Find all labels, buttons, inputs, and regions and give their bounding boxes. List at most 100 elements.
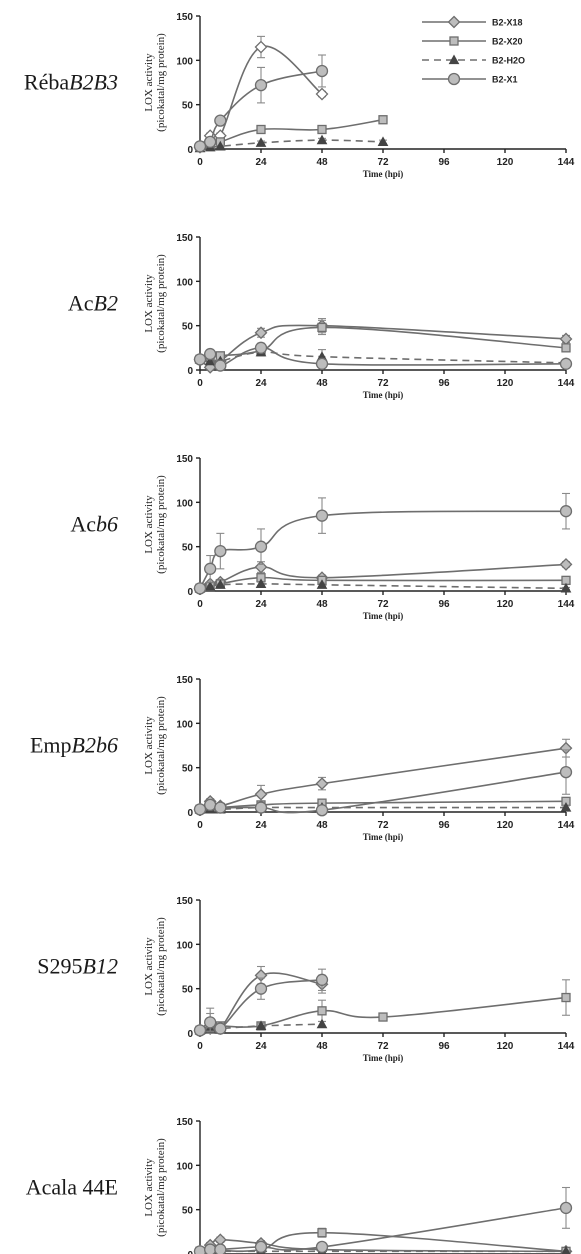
x-tick-label: 144 [558,820,575,831]
x-tick-label: 72 [377,820,389,831]
data-point [317,1006,327,1016]
data-point [204,798,217,812]
x-tick-label: 48 [316,820,328,831]
y-axis-title: (picokatal/mg protein) [155,1138,167,1237]
data-point [255,137,267,147]
data-point [204,135,217,149]
y-tick-label: 50 [182,101,194,112]
data-point [214,801,227,814]
data-point [559,357,573,370]
y-axis-title: LOX activity [143,495,155,554]
y-tick-label: 50 [182,543,194,554]
y-tick-label: 100 [176,498,193,509]
data-point [561,343,571,353]
data-point [559,765,573,779]
data-point [193,582,207,595]
x-axis-title: Time (hpi) [363,1053,404,1063]
data-point [256,124,266,135]
x-tick-label: 48 [316,1041,328,1052]
chart-panel: EmpB2b6 LOX activity (picokatal/mg protein… [30,675,575,842]
legend-marker [448,54,460,65]
y-tick-label: 50 [182,1206,194,1217]
data-point [193,1245,207,1254]
y-tick-label: 150 [176,896,193,907]
series-line [199,1238,567,1253]
data-point [560,802,572,812]
data-point [561,1245,571,1254]
y-axis-title: LOX activity [143,53,155,112]
data-point [377,136,389,147]
y-tick-label: 100 [176,1161,193,1172]
series-line [199,351,567,364]
data-point [254,801,268,814]
cultivar-label: RébaB2B3 [24,70,118,95]
data-point [315,64,329,78]
y-tick-label: 100 [176,940,193,951]
data-point [315,804,329,817]
x-tick-label: 120 [497,1041,514,1052]
data-point [316,579,328,589]
x-tick-label: 96 [438,1041,450,1052]
legend: B2-X18 B2-X20 B2-H2O B2-X1 [422,15,525,86]
series-line [199,139,384,149]
data-point [214,140,226,151]
data-point [204,1243,217,1254]
data-point [254,1240,268,1254]
y-tick-label: 100 [176,719,193,730]
series-line [199,326,567,361]
data-point [214,1022,227,1035]
data-point [255,1020,267,1031]
cultivar-label: Acb6 [70,512,118,537]
series-b2-x1 [193,749,573,817]
x-tick-label: 144 [558,157,575,168]
data-point [315,509,329,522]
x-tick-label: 0 [197,157,203,168]
y-tick-label: 150 [176,1117,193,1128]
series-b2-x1 [193,54,329,153]
data-point [378,115,388,125]
data-point [204,581,216,591]
x-tick-label: 96 [438,599,450,610]
series-b2-x1 [193,968,329,1037]
x-tick-label: 72 [377,1041,389,1052]
data-point [254,540,268,553]
legend-marker [447,72,461,86]
y-axis-title: (picokatal/mg protein) [155,696,167,795]
legend-marker [447,15,461,29]
chart-panel: AcB2 LOX activity (picokatal/mg protein) 0 5… [68,233,575,400]
data-point [378,1012,388,1022]
x-tick-label: 96 [438,157,450,168]
x-tick-label: 96 [438,820,450,831]
x-axis-title: Time (hpi) [363,611,404,621]
data-point [559,557,573,571]
x-tick-label: 0 [197,1041,203,1052]
y-axis-title: (picokatal/mg protein) [155,33,167,132]
x-tick-label: 48 [316,599,328,610]
series-b2-x1 [193,341,573,372]
series-b2-x1 [193,1186,573,1254]
cultivar-label: Acala 44E [26,1175,118,1200]
series-line [199,510,567,589]
x-tick-label: 0 [197,378,203,389]
x-tick-label: 120 [497,820,514,831]
y-tick-label: 0 [187,145,193,156]
y-tick-label: 150 [176,233,193,244]
data-point [559,505,573,518]
data-point [315,1240,329,1254]
series-b2-h2o [194,578,572,593]
x-axis-title: Time (hpi) [363,832,404,842]
x-tick-label: 120 [497,157,514,168]
data-point [561,992,571,1003]
y-tick-label: 50 [182,764,194,775]
data-point [193,1024,207,1037]
data-point [254,341,268,354]
data-point [204,347,217,361]
data-point [315,87,329,101]
legend-label: B2-H2O [492,56,525,66]
data-point [317,322,327,333]
y-axis-title: (picokatal/mg protein) [155,254,167,353]
cultivar-label: AcB2 [68,291,118,316]
data-point [255,578,267,589]
x-tick-label: 0 [197,820,203,831]
legend-label: B2-X18 [492,18,523,28]
